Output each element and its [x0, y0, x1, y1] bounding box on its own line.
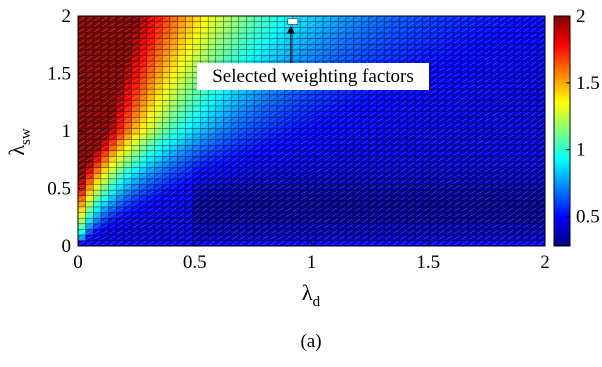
figure: 0 0.5 1 1.5 2 0 0.5 1 1.5 2 λd λsw Selected weig…: [4, 6, 600, 352]
heatmap-chart: 0 0.5 1 1.5 2 00.511.52 λd λsw Selected weig…: [4, 6, 600, 352]
